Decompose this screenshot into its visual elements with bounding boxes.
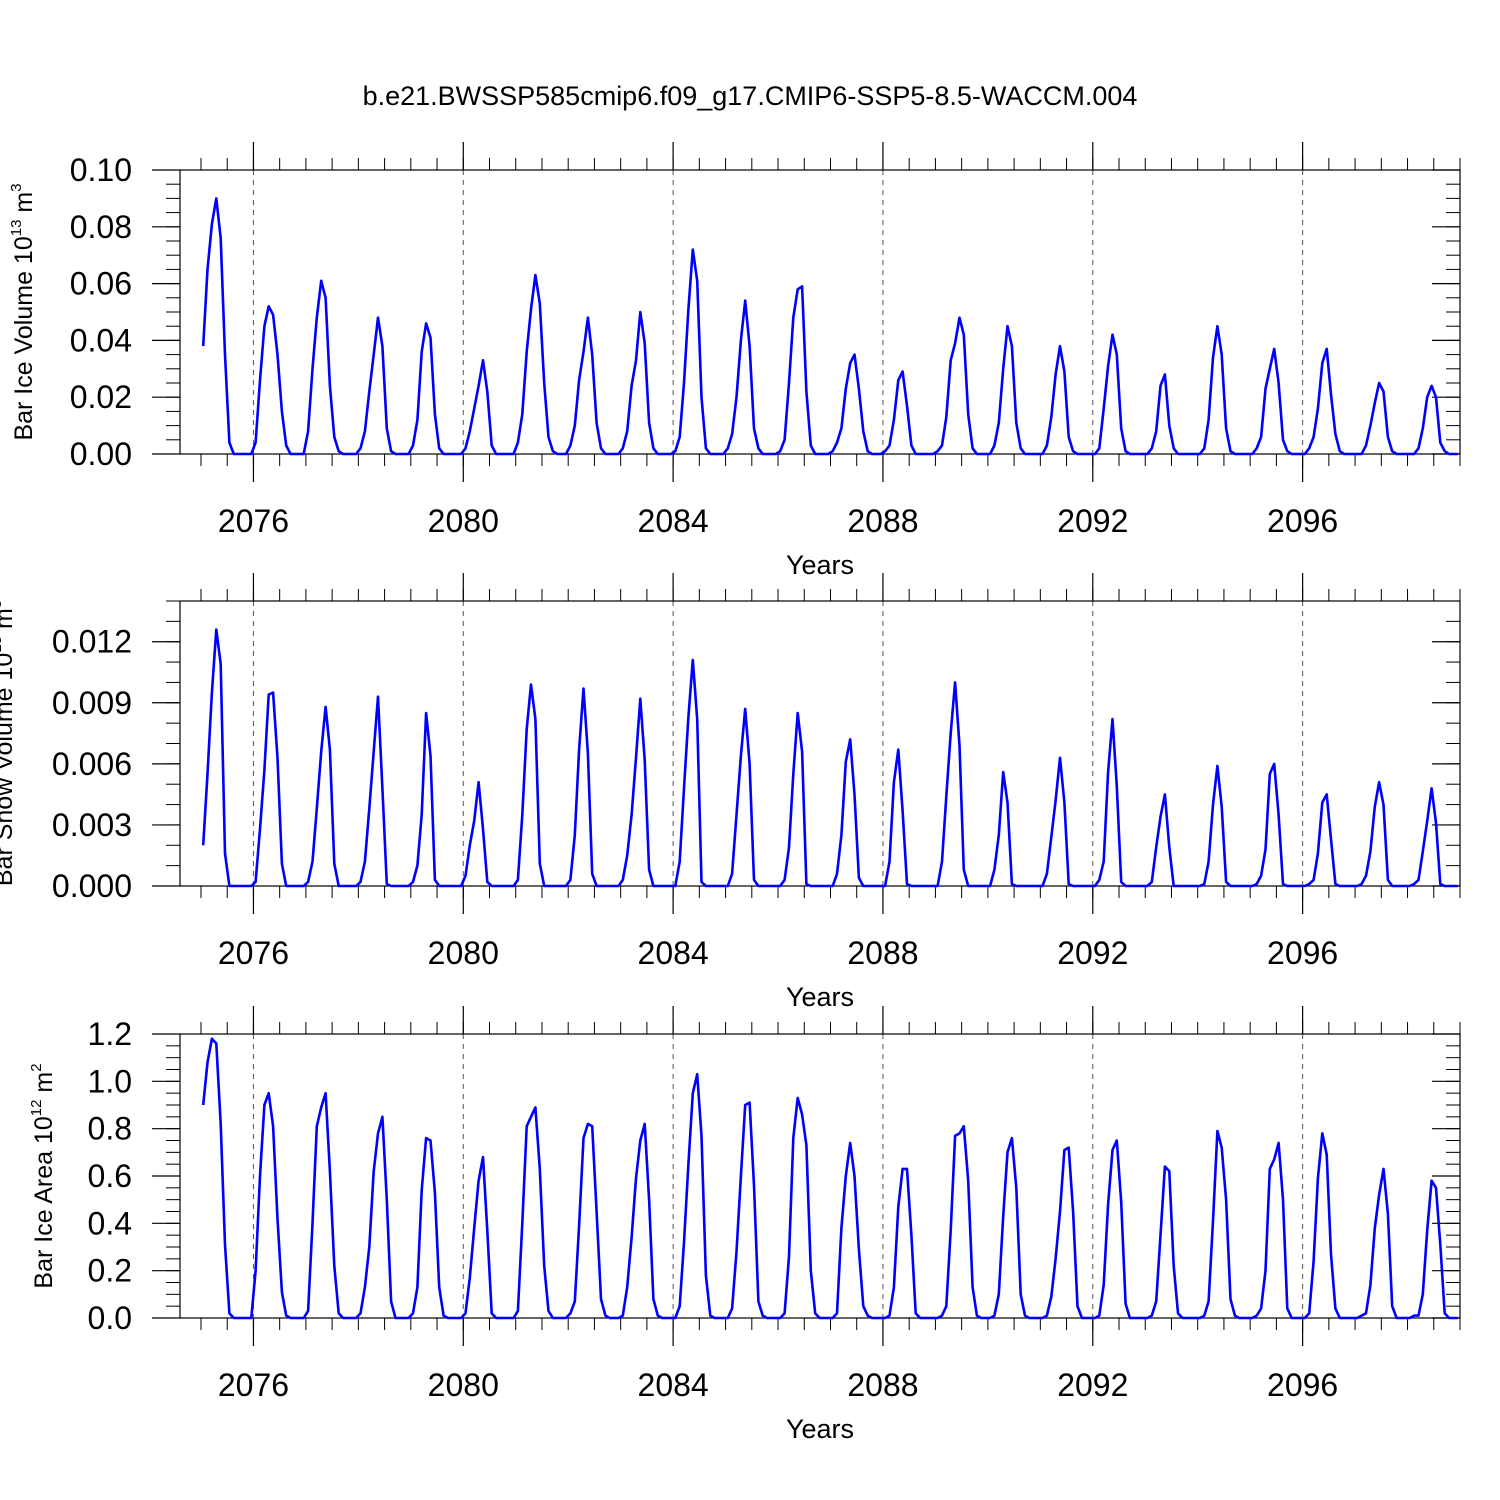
y-tick-label: 0.00 [70,436,132,472]
y-tick-label: 0.6 [88,1158,132,1194]
y-tick-label: 0.06 [70,266,132,302]
x-tick-label: 2076 [218,503,289,539]
x-tick-label: 2088 [847,935,918,971]
x-tick-label: 2096 [1267,935,1338,971]
snow-volume-plot: 0.000 0.003 0.006 0.009 0.012 2076 2080 2084 208… [0,573,1461,1012]
x-tick-label: 2092 [1057,1367,1128,1403]
y-axis-title: Bar Ice Volume 1013 m3 [8,183,38,440]
figure-title: b.e21.BWSSP585cmip6.f09_g17.CMIP6-SSP5-8… [363,81,1138,111]
x-axis-title: Years [786,550,854,580]
x-tick-label: 2076 [218,1367,289,1403]
x-tick-label: 2084 [638,935,709,971]
data-series-line [201,197,1458,456]
x-tick-label: 2080 [428,935,499,971]
x-axis-title: Years [786,1414,854,1444]
y-tick-label: 0.02 [70,379,132,415]
ice-area-plot: 0.0 0.2 0.4 0.6 0.8 1.0 1.2 2076 2080 2084 2088 209… [28,1006,1461,1444]
y-tick-label: 1.2 [88,1016,132,1052]
y-tick-label: 0.04 [70,322,132,358]
y-tick-label: 0.006 [52,746,132,782]
y-tick-label: 0.0 [88,1300,132,1336]
y-axis-title: Bar Snow Volume 1013 m3 [0,600,18,886]
y-tick-label: 0.2 [88,1253,132,1289]
y-tick-label: 0.4 [88,1205,132,1241]
x-tick-label: 2088 [847,503,918,539]
plot-frame [179,169,1461,455]
plot-frame [179,600,1461,887]
plot-frame [179,1033,1461,1319]
y-tick-label: 0.012 [52,624,132,660]
x-tick-label: 2084 [638,1367,709,1403]
x-tick-label: 2096 [1267,503,1338,539]
data-series-line [201,628,1458,888]
x-tick-label: 2084 [638,503,709,539]
y-tick-label: 1.0 [88,1063,132,1099]
y-tick-label: 0.8 [88,1111,132,1147]
x-tick-label: 2088 [847,1367,918,1403]
data-series-line [201,1037,1458,1320]
y-tick-label: 0.000 [52,868,132,904]
y-tick-label: 0.009 [52,685,132,721]
x-tick-label: 2092 [1057,503,1128,539]
y-tick-label: 0.003 [52,807,132,843]
ice-volume-plot: 0.00 0.02 0.04 0.06 0.08 0.10 2076 2080 2084 2088… [8,142,1461,580]
y-tick-label: 0.08 [70,209,132,245]
y-axis-title: Bar Ice Area 1012 m2 [28,1063,58,1288]
x-tick-label: 2076 [218,935,289,971]
x-tick-label: 2080 [428,503,499,539]
y-tick-label: 0.10 [70,152,132,188]
x-tick-label: 2080 [428,1367,499,1403]
x-axis-title: Years [786,982,854,1012]
x-tick-label: 2092 [1057,935,1128,971]
x-tick-label: 2096 [1267,1367,1338,1403]
